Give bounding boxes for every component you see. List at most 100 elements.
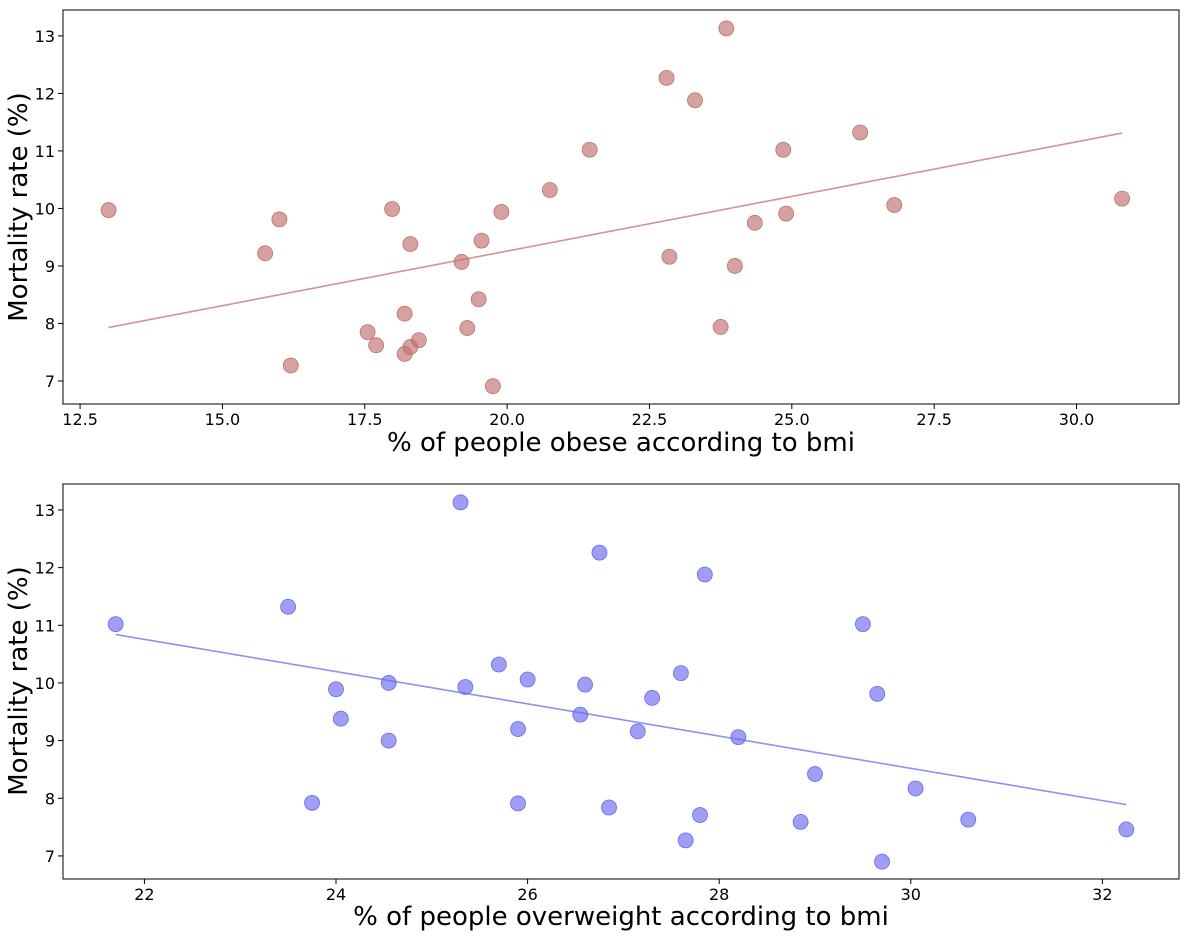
scatter-point — [696, 566, 713, 583]
plot-area-frame — [62, 9, 1180, 405]
scatter-point — [304, 794, 320, 811]
obese-vs-mortality-panel: 12.5 15.0 17.5 20.0 22.5 25.0 27.5 30.0 7 8 9 10 11… — [4, 9, 1180, 458]
x-axis-ticks: 12.5 15.0 17.5 20.0 22.5 25.0 27.5 30.0 — [62, 404, 1094, 429]
scatter-point — [282, 357, 299, 374]
scatter-point — [672, 665, 689, 682]
x-tick-label: 24 — [326, 885, 346, 904]
y-tick-label: 8 — [45, 789, 55, 808]
scatter-point — [718, 20, 735, 37]
scatter-point — [452, 494, 469, 511]
x-tick-label: 15.0 — [205, 410, 241, 429]
scatter-point — [257, 245, 274, 262]
scatter-point — [629, 723, 646, 740]
y-tick-label: 10 — [35, 199, 55, 218]
y-axis-label: Mortality rate (%) — [4, 92, 34, 322]
y-tick-label: 13 — [35, 27, 55, 46]
scatter-point — [473, 232, 490, 249]
scatter-point — [368, 337, 385, 354]
scatter-point — [960, 811, 977, 828]
scatter-point — [581, 141, 598, 158]
scatter-points — [107, 494, 1135, 870]
x-tick-label: 27.5 — [916, 410, 952, 429]
x-tick-label: 26 — [517, 885, 537, 904]
scatter-point — [730, 729, 747, 746]
scatter-point — [380, 732, 397, 749]
overweight-vs-mortality-panel: 22 24 26 28 30 32 7 8 9 10 11 12 13 % of people ove… — [4, 483, 1180, 932]
scatter-point — [807, 766, 823, 782]
scatter-point — [541, 182, 558, 198]
scatter-point — [726, 258, 743, 274]
scatter-point — [886, 197, 903, 213]
scatter-point — [280, 598, 297, 615]
y-axis-ticks: 7 8 9 10 11 12 13 — [35, 501, 63, 866]
scatter-point — [687, 92, 703, 109]
scatter-point — [493, 203, 510, 220]
y-tick-label: 11 — [35, 616, 55, 635]
scatter-point — [577, 676, 593, 693]
x-axis-label: % of people obese according to bmi — [387, 428, 855, 458]
scatter-point — [601, 799, 617, 816]
scatter-point — [459, 320, 476, 336]
scatter-point — [484, 378, 501, 395]
scatter-point — [453, 254, 470, 270]
scatter-point — [457, 679, 474, 695]
y-tick-label: 10 — [35, 674, 55, 693]
plot-area-frame — [62, 483, 1180, 880]
scatter-point — [380, 675, 397, 691]
scatter-point — [396, 305, 413, 322]
y-tick-label: 11 — [35, 142, 55, 161]
scatter-point — [510, 795, 526, 812]
scatter-point — [658, 69, 675, 86]
y-tick-label: 7 — [45, 847, 55, 866]
x-tick-label: 28 — [709, 885, 729, 904]
scatter-point — [410, 332, 427, 349]
scatter-point — [510, 721, 526, 737]
x-tick-label: 22 — [134, 885, 154, 904]
scatter-point — [519, 671, 536, 688]
x-tick-label: 30 — [901, 885, 921, 904]
scatter-point — [775, 141, 792, 158]
y-axis-label: Mortality rate (%) — [4, 566, 34, 796]
y-tick-label: 7 — [45, 372, 55, 391]
x-axis-ticks: 22 24 26 28 30 32 — [134, 879, 1113, 904]
y-tick-label: 12 — [35, 84, 55, 103]
x-axis-label: % of people overweight according to bmi — [353, 902, 889, 932]
x-tick-label: 22.5 — [632, 410, 668, 429]
scatter-point — [100, 202, 117, 219]
y-tick-label: 9 — [45, 732, 55, 751]
scatter-point — [644, 690, 661, 706]
scatter-point — [490, 656, 507, 673]
x-tick-label: 25.0 — [774, 410, 810, 429]
scatter-point — [712, 319, 729, 335]
scatter-point — [107, 616, 124, 633]
scatter-point — [384, 201, 401, 217]
trend-line — [115, 633, 1127, 806]
y-axis-ticks: 7 8 9 10 11 12 13 — [35, 27, 63, 391]
x-tick-label: 32 — [1092, 885, 1112, 904]
scatter-point — [470, 291, 487, 308]
scatter-point — [661, 248, 678, 265]
scatter-point — [746, 214, 763, 231]
scatter-point — [692, 807, 708, 823]
y-tick-label: 13 — [35, 501, 55, 520]
x-tick-label: 12.5 — [62, 410, 98, 429]
y-tick-label: 9 — [45, 257, 55, 276]
x-tick-label: 20.0 — [489, 410, 525, 429]
scatter-point — [677, 832, 694, 849]
scatter-point — [328, 681, 344, 698]
scatter-point — [869, 685, 886, 702]
scatter-point — [792, 814, 809, 830]
scatter-points — [100, 20, 1130, 395]
trend-line — [108, 132, 1123, 329]
scatter-point — [359, 324, 376, 341]
x-tick-label: 17.5 — [347, 410, 383, 429]
scatter-point — [1118, 821, 1135, 838]
y-tick-label: 12 — [35, 559, 55, 578]
scatter-point — [1114, 190, 1130, 207]
scatter-point — [271, 211, 288, 228]
y-tick-label: 8 — [45, 314, 55, 333]
scatter-point — [874, 853, 890, 870]
scatter-point — [852, 124, 869, 141]
x-tick-label: 30.0 — [1059, 410, 1095, 429]
